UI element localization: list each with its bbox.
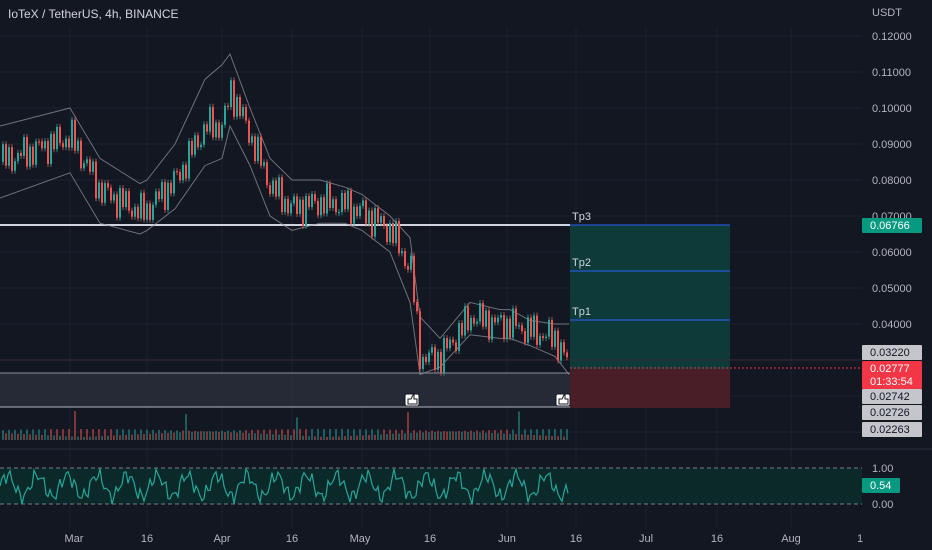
time-tick-label: 16 bbox=[286, 533, 298, 545]
time-tick-label: 16 bbox=[141, 533, 153, 545]
oscillator-badge: 0.54 bbox=[862, 478, 900, 493]
time-tick-label: Jul bbox=[639, 533, 653, 545]
price-badge-label: 01:33:54 bbox=[870, 376, 913, 388]
time-tick-label: Apr bbox=[213, 533, 230, 545]
target-label-tp2: Tp2 bbox=[572, 257, 591, 269]
price-tick-label: 0.04000 bbox=[872, 319, 912, 331]
price-badge-label: 0.02777 bbox=[870, 363, 910, 375]
oscillator-line bbox=[0, 466, 569, 505]
oscillator-band bbox=[0, 468, 862, 504]
price-badge-label: 0.06766 bbox=[870, 220, 910, 232]
time-tick-label: 16 bbox=[711, 533, 723, 545]
price-tick-label: 0.09000 bbox=[872, 139, 912, 151]
time-tick-label: 16 bbox=[424, 533, 436, 545]
thumbs-up-icon bbox=[404, 393, 420, 407]
price-badge: 0.06766 bbox=[862, 218, 922, 233]
price-badge: 0.02726 bbox=[862, 405, 922, 420]
bollinger-upper bbox=[0, 52, 569, 340]
oscillator-current-label: 0.54 bbox=[870, 480, 891, 492]
bollinger-lower bbox=[0, 124, 570, 376]
time-tick-label: Jun bbox=[498, 533, 516, 545]
price-badge: 0.02742 bbox=[862, 389, 922, 404]
candles bbox=[2, 77, 568, 376]
price-tick-label: 0.05000 bbox=[872, 283, 912, 295]
volume-bars bbox=[2, 411, 568, 440]
time-tick-label: Mar bbox=[65, 533, 84, 545]
price-badge: 01:33:54 bbox=[862, 374, 922, 389]
target-zone bbox=[570, 225, 730, 369]
price-badge: 0.02777 bbox=[862, 361, 922, 376]
time-tick-label: May bbox=[350, 533, 371, 545]
time-tick-label: Aug bbox=[781, 533, 801, 545]
thumbs-up-icon bbox=[555, 393, 571, 407]
time-tick-label: 1 bbox=[857, 533, 863, 545]
time-tick-label: 16 bbox=[570, 533, 582, 545]
price-axis: USDT 0.12000 0.11000 0.10000 0.09000 0.08000 0… bbox=[872, 7, 912, 331]
price-badge-label: 0.03220 bbox=[870, 347, 910, 359]
time-axis: Mar 16 Apr 16 May 16 Jun 16 Jul 16 Aug 1 bbox=[65, 533, 864, 545]
target-label-tp3: Tp3 bbox=[572, 211, 591, 223]
price-tick-label: 0.08000 bbox=[872, 175, 912, 187]
price-badge-label: 0.02263 bbox=[870, 424, 910, 436]
price-badge-label: 0.02742 bbox=[870, 391, 910, 403]
price-tick-label: 0.10000 bbox=[872, 103, 912, 115]
price-badge: 0.02263 bbox=[862, 422, 922, 437]
price-tick-label: 0.12000 bbox=[872, 31, 912, 43]
price-tick-label: 0.06000 bbox=[872, 247, 912, 259]
grid-lines bbox=[0, 28, 862, 528]
target-label-tp1: Tp1 bbox=[572, 306, 591, 318]
oscillator-tick-label: 0.00 bbox=[872, 499, 893, 511]
oscillator-tick-label: 1.00 bbox=[872, 463, 893, 475]
price-badge: 0.03220 bbox=[862, 345, 922, 360]
support-band bbox=[0, 373, 570, 407]
axis-currency: USDT bbox=[872, 7, 902, 19]
chart-title: IoTeX / TetherUS, 4h, BINANCE bbox=[8, 7, 179, 21]
price-badge-label: 0.02726 bbox=[870, 407, 910, 419]
price-tick-label: 0.11000 bbox=[872, 67, 911, 79]
oscillator-axis: 1.00 0.00 bbox=[872, 463, 893, 511]
stop-zone bbox=[570, 369, 730, 408]
